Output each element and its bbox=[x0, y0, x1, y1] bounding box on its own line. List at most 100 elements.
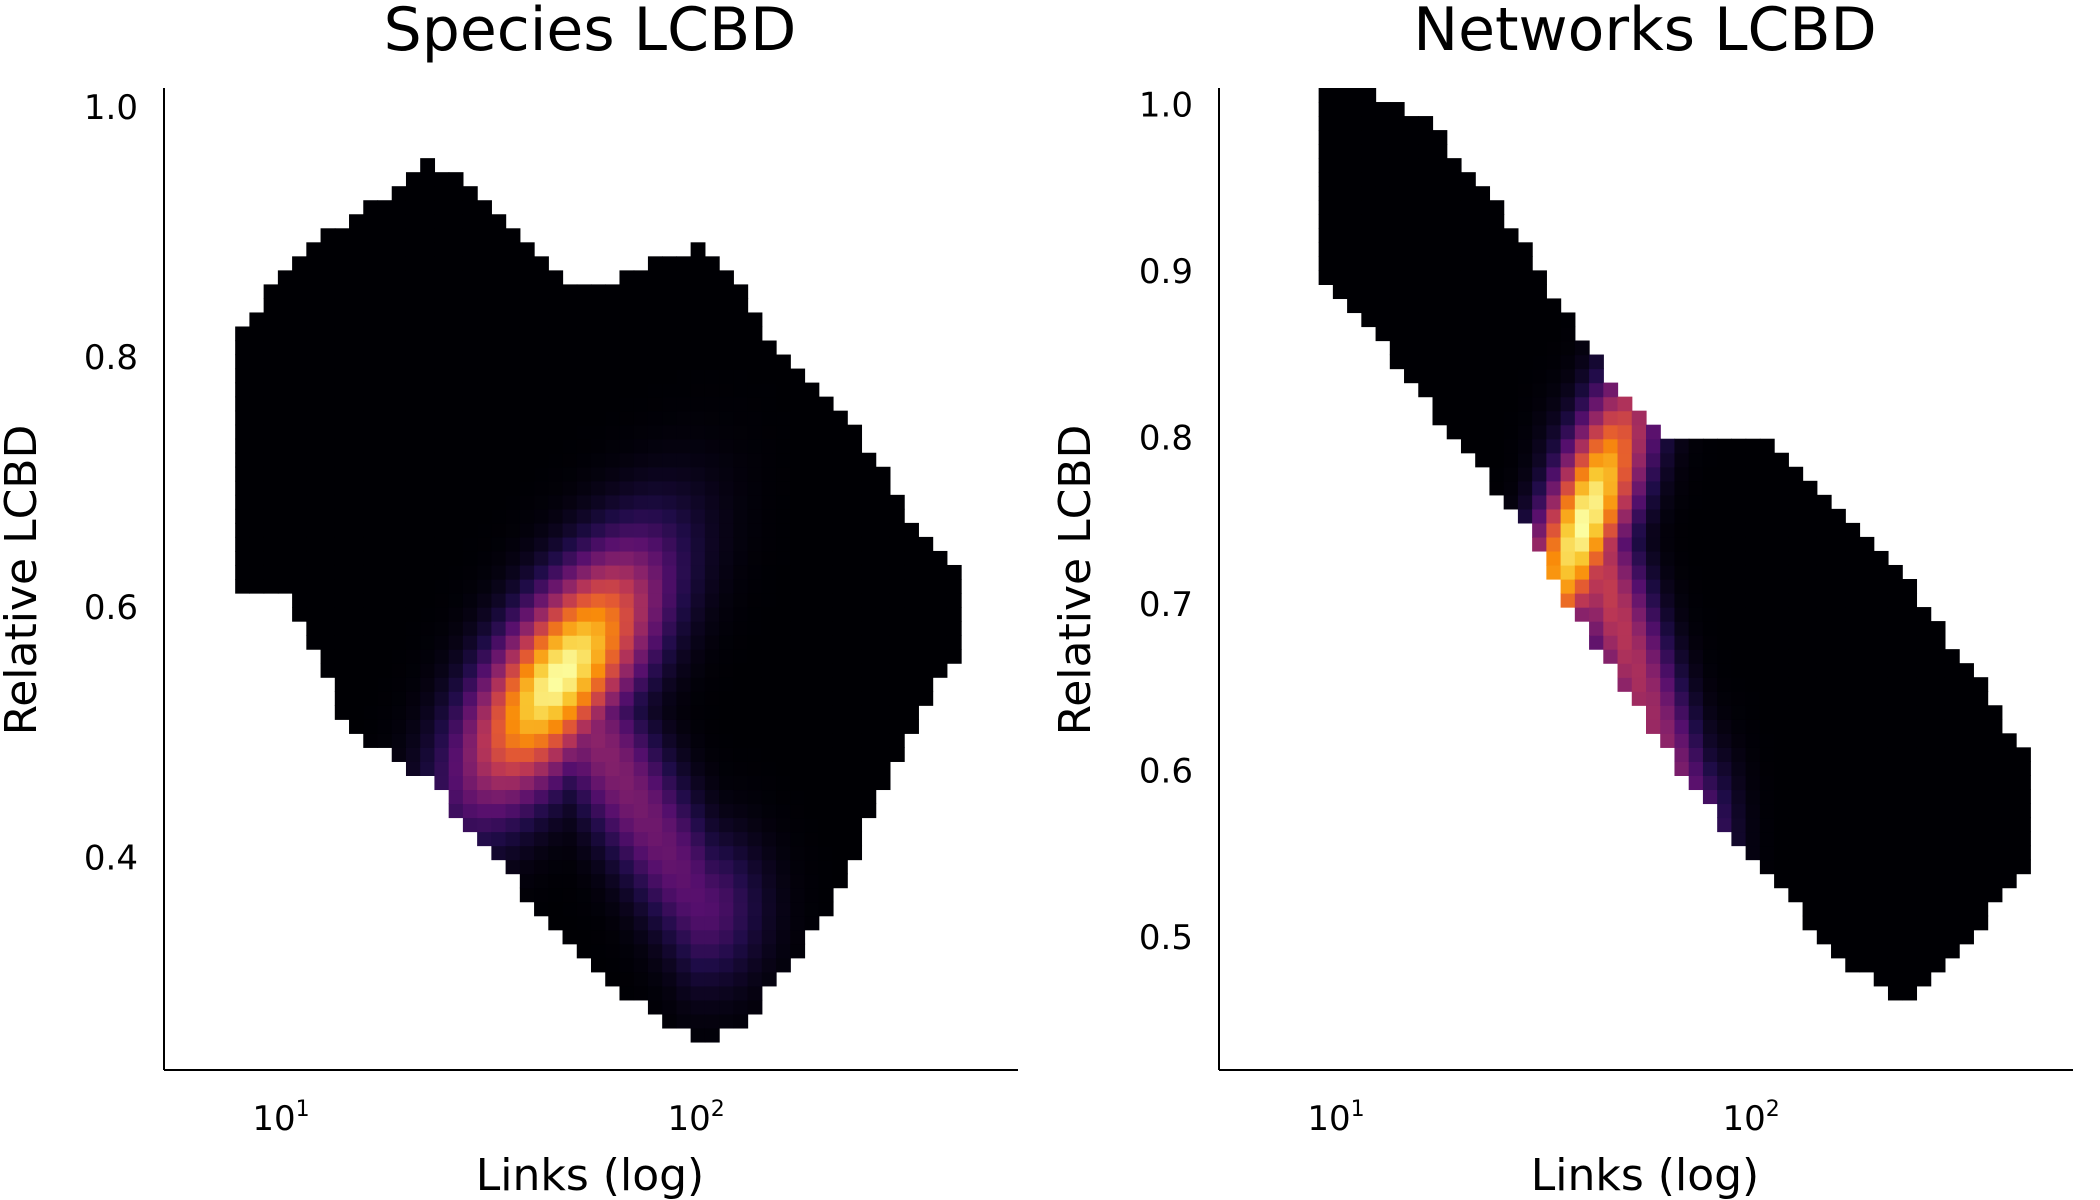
heatmap-cell bbox=[491, 579, 507, 594]
heatmap-cell bbox=[1603, 649, 1619, 664]
heatmap-cell bbox=[904, 607, 919, 622]
heatmap-cell bbox=[591, 943, 606, 959]
heatmap-cell bbox=[1774, 649, 1789, 664]
heatmap-cell bbox=[776, 705, 791, 720]
heatmap-cell bbox=[647, 747, 663, 762]
heatmap-cell bbox=[633, 901, 649, 917]
heatmap-cell bbox=[704, 789, 720, 805]
heatmap-cell bbox=[932, 663, 948, 678]
heatmap-cell bbox=[548, 410, 564, 426]
heatmap-cell bbox=[1646, 635, 1661, 650]
heatmap-cell bbox=[1503, 312, 1519, 328]
heatmap-cell bbox=[591, 340, 606, 356]
heatmap-cell bbox=[405, 677, 421, 692]
heatmap-cell bbox=[363, 593, 379, 608]
heatmap-cell bbox=[889, 508, 905, 524]
heatmap-cell bbox=[263, 326, 279, 342]
heatmap-cell bbox=[548, 677, 564, 692]
heatmap-cell bbox=[1788, 508, 1804, 524]
heatmap-cell bbox=[377, 508, 393, 524]
heatmap-cell bbox=[1745, 607, 1761, 622]
heatmap-cell bbox=[1788, 705, 1804, 720]
heatmap-cell bbox=[477, 508, 492, 524]
heatmap-cell bbox=[1674, 593, 1690, 608]
heatmap-cell bbox=[676, 579, 692, 594]
heatmap-cell bbox=[434, 284, 450, 300]
heatmap-cell bbox=[1603, 593, 1619, 608]
heatmap-cell bbox=[1774, 466, 1789, 482]
heatmap-cell bbox=[832, 466, 848, 482]
heatmap-cell bbox=[633, 649, 649, 664]
heatmap-cell bbox=[776, 438, 791, 454]
heatmap-cell bbox=[391, 691, 407, 706]
heatmap-cell bbox=[1759, 550, 1775, 566]
heatmap-cell bbox=[576, 410, 592, 426]
heatmap-cell bbox=[519, 691, 535, 706]
heatmap-cell bbox=[1589, 536, 1604, 552]
heatmap-cell bbox=[1831, 705, 1846, 720]
heatmap-cell bbox=[733, 999, 749, 1015]
heatmap-cell bbox=[1816, 564, 1832, 580]
heatmap-cell bbox=[448, 284, 464, 300]
heatmap-cell bbox=[505, 298, 521, 314]
heatmap-cell bbox=[1831, 564, 1846, 580]
heatmap-cell bbox=[676, 270, 692, 285]
heatmap-cell bbox=[1930, 831, 1946, 847]
heatmap-cell bbox=[1944, 691, 1960, 706]
heatmap-cell bbox=[591, 775, 606, 791]
heatmap-cell bbox=[405, 326, 421, 342]
heatmap-cell bbox=[505, 550, 521, 566]
heatmap-cell bbox=[505, 761, 521, 776]
heatmap-cell bbox=[235, 564, 250, 580]
heatmap-cell bbox=[1987, 817, 2003, 833]
heatmap-cell bbox=[847, 649, 863, 664]
heatmap-cell bbox=[776, 579, 791, 594]
heatmap-cell bbox=[704, 803, 720, 819]
y-axis-label-networks: Relative LCBD bbox=[1050, 425, 1101, 736]
heatmap-cell bbox=[405, 312, 421, 328]
heatmap-cell bbox=[1859, 761, 1875, 776]
heatmap-cell bbox=[306, 607, 322, 622]
heatmap-cell bbox=[1816, 929, 1832, 945]
heatmap-cell bbox=[462, 733, 478, 748]
heatmap-cell bbox=[1831, 508, 1846, 524]
heatmap-cell bbox=[790, 733, 806, 748]
heatmap-cell bbox=[1546, 424, 1562, 440]
heatmap-cell bbox=[1916, 929, 1932, 945]
heatmap-cell bbox=[1432, 410, 1448, 426]
heatmap-cell bbox=[519, 494, 535, 510]
heatmap-cell bbox=[776, 508, 791, 524]
heatmap-cell bbox=[889, 719, 905, 734]
heatmap-cell bbox=[1859, 593, 1875, 608]
heatmap-cell bbox=[904, 649, 919, 664]
heatmap-cell bbox=[1361, 116, 1377, 131]
heatmap-cell bbox=[391, 200, 407, 215]
heatmap-cell bbox=[690, 859, 706, 875]
heatmap-cell bbox=[505, 438, 521, 454]
heatmap-cell bbox=[562, 494, 578, 510]
heatmap-cell bbox=[1859, 733, 1875, 748]
heatmap-cell bbox=[1887, 663, 1903, 678]
heatmap-cell bbox=[1745, 621, 1761, 636]
heatmap-cell bbox=[1702, 649, 1718, 664]
heatmap-cell bbox=[690, 915, 706, 931]
heatmap-cell bbox=[292, 579, 307, 594]
heatmap-cell bbox=[1973, 803, 1989, 819]
heatmap-cell bbox=[1816, 579, 1832, 594]
heatmap-cell bbox=[875, 607, 891, 622]
heatmap-cell bbox=[1731, 691, 1747, 706]
heatmap-cell bbox=[477, 242, 492, 257]
heatmap-cell bbox=[477, 284, 492, 300]
heatmap-cell bbox=[1745, 522, 1761, 538]
heatmap-cell bbox=[1589, 635, 1604, 650]
heatmap-cell bbox=[1887, 761, 1903, 776]
heatmap-cell bbox=[605, 284, 621, 300]
heatmap-cell bbox=[1617, 649, 1633, 664]
heatmap-cell bbox=[818, 438, 834, 454]
heatmap-cell bbox=[505, 480, 521, 496]
heatmap-cell bbox=[591, 593, 606, 608]
heatmap-cell bbox=[249, 452, 265, 468]
heatmap-cell bbox=[747, 775, 763, 791]
heatmap-cell bbox=[434, 761, 450, 776]
heatmap-cell bbox=[1532, 452, 1547, 468]
